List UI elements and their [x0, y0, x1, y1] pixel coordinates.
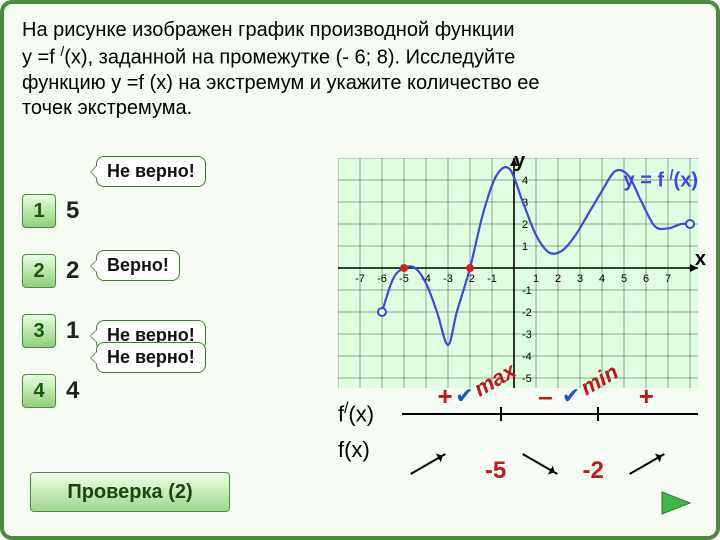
svg-text:1: 1	[533, 273, 539, 285]
problem-line2b: (x), заданной на промежутке (- 6; 8). Ис…	[64, 47, 515, 69]
option-button-1[interactable]: 1	[22, 194, 56, 228]
svg-text:-5: -5	[399, 273, 409, 285]
feedback-4: Не верно!	[96, 342, 206, 373]
sign-row-function: f(x) -5 -2	[338, 432, 698, 468]
svg-text:6: 6	[643, 273, 649, 285]
check-icon-2: ✔	[562, 383, 580, 409]
sign-row-derivative: f/(x) + ✔ – ✔ + max min	[338, 396, 698, 432]
derivative-chart: -7-6-5-4-3-2-112345674321-1-2-3-4-5 y x …	[338, 158, 698, 388]
arrow-up-icon-1	[410, 453, 446, 475]
triangle-right-icon	[658, 488, 694, 518]
problem-line4: точек экстремума.	[22, 97, 192, 119]
svg-text:5: 5	[621, 273, 627, 285]
svg-text:2: 2	[522, 219, 528, 231]
problem-line2a: y =f	[22, 47, 60, 69]
sign-line-function: -5 -2	[402, 449, 698, 451]
feedback-2: Верно!	[96, 250, 180, 281]
arrow-up-icon-2	[629, 453, 665, 475]
option-row-4: 4 4 Не верно!	[22, 374, 88, 408]
svg-text:2: 2	[555, 273, 561, 285]
break-2: -2	[583, 457, 604, 485]
option-value-4: 4	[66, 377, 88, 405]
svg-text:1: 1	[522, 241, 528, 253]
option-row-3: 3 1 Не верно!	[22, 314, 88, 348]
svg-text:-3: -3	[443, 273, 453, 285]
svg-text:-1: -1	[487, 273, 497, 285]
sign-hdr-function: f(x)	[338, 437, 402, 463]
function-label: y = f /(x)	[624, 166, 698, 193]
option-value-1: 5	[66, 197, 88, 225]
svg-text:7: 7	[665, 273, 671, 285]
options-column: 1 5 Не верно! 2 2 Верно! 3 1 Не верно! 4…	[22, 194, 88, 434]
svg-text:-4: -4	[522, 351, 532, 363]
break-1: -5	[485, 457, 506, 485]
x-axis-label: x	[695, 248, 706, 271]
option-button-3[interactable]: 3	[22, 314, 56, 348]
slide-frame: На рисунке изображен график производной …	[0, 0, 720, 540]
svg-text:4: 4	[522, 175, 528, 187]
svg-text:-7: -7	[355, 273, 365, 285]
svg-text:-2: -2	[522, 307, 532, 319]
svg-text:-5: -5	[522, 373, 532, 385]
svg-text:-1: -1	[522, 285, 532, 297]
problem-line3: функцию y =f (x) на экстремум и укажите …	[22, 72, 540, 94]
sign-hdr-derivative: f/(x)	[338, 400, 402, 427]
sign-plus-1: +	[438, 381, 453, 412]
check-button[interactable]: Проверка (2)	[30, 472, 230, 512]
arrow-down-icon	[523, 453, 559, 475]
problem-line1: На рисунке изображен график производной …	[22, 19, 515, 41]
svg-text:4: 4	[599, 273, 605, 285]
y-axis-label: y	[514, 150, 525, 173]
sign-minus: –	[538, 381, 552, 412]
problem-text: На рисунке изображен график производной …	[22, 18, 698, 121]
option-row-1: 1 5 Не верно!	[22, 194, 88, 228]
svg-text:3: 3	[577, 273, 583, 285]
option-button-4[interactable]: 4	[22, 374, 56, 408]
next-button[interactable]	[658, 488, 694, 518]
option-row-2: 2 2 Верно!	[22, 254, 88, 288]
sign-line-derivative: + ✔ – ✔ + max min	[402, 413, 698, 415]
svg-text:-3: -3	[522, 329, 532, 341]
svg-text:-6: -6	[377, 273, 387, 285]
feedback-1: Не верно!	[96, 156, 206, 187]
sign-plus-2: +	[639, 381, 654, 412]
check-icon-1: ✔	[455, 383, 473, 409]
option-button-2[interactable]: 2	[22, 254, 56, 288]
sign-table: f/(x) + ✔ – ✔ + max min f(x) -5 -2	[338, 396, 698, 506]
